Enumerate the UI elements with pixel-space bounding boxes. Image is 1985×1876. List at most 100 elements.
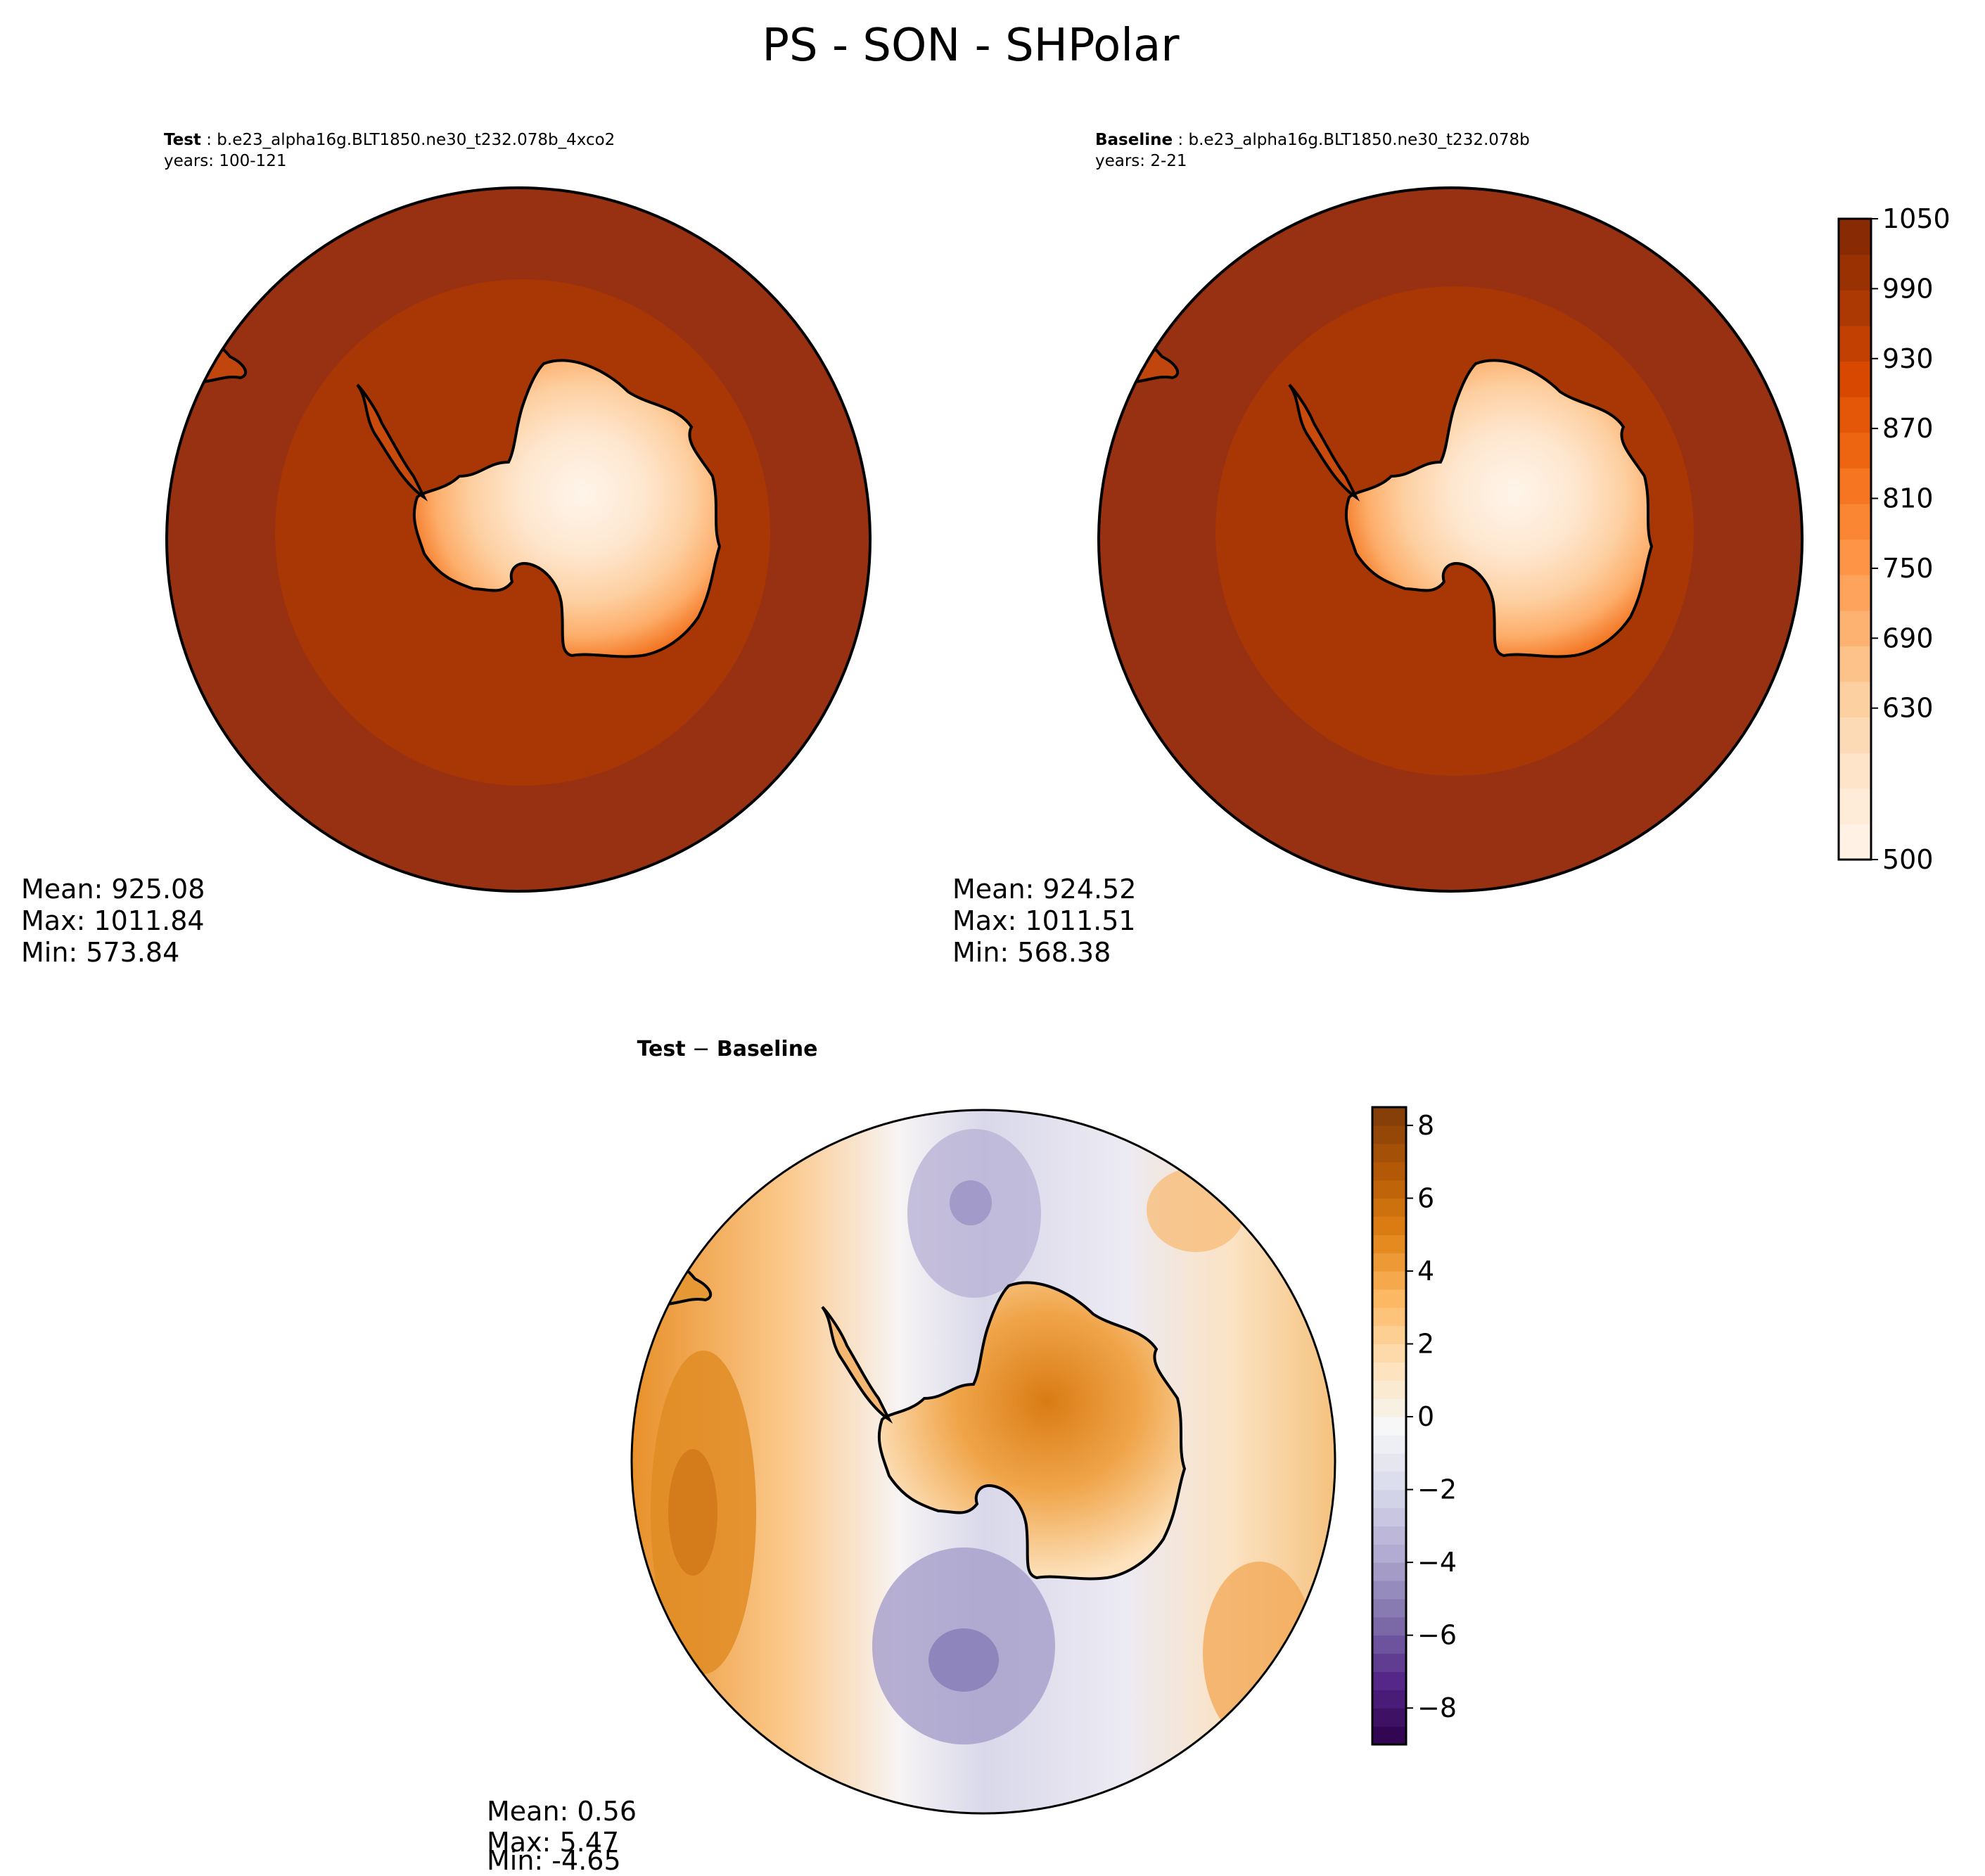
diff-mean: Mean: 0.56 (487, 1796, 637, 1827)
main-colorbar-level (1839, 646, 1871, 682)
main-colorbar-level (1839, 788, 1871, 824)
main-colorbar-tick-label: 1050 (1882, 203, 1951, 234)
diff-colorbar-level (1372, 1581, 1406, 1600)
baseline-map-border (1097, 186, 1804, 893)
diff-colorbar-level (1372, 1635, 1406, 1654)
panel-difference: Test − Baseline Mean: 0.56 Max: 5.47 Min… (487, 1037, 1336, 1876)
baseline-label: Baseline (1095, 131, 1173, 149)
main-colorbar-level (1839, 219, 1871, 255)
main-colorbar-tick-label: 500 (1882, 844, 1934, 875)
main-colorbar-level (1839, 503, 1871, 540)
test-case: b.e23_alpha16g.BLT1850.ne30_t232.078b_4x… (217, 131, 615, 149)
diff-colorbar-level (1372, 1526, 1406, 1545)
diff-colorbar-tick-label: 2 (1417, 1329, 1434, 1360)
main-colorbar-tick-label: 750 (1882, 553, 1934, 584)
diff-title-baseline: Baseline (717, 1037, 818, 1061)
diff-colorbar-level (1372, 1161, 1406, 1181)
main-colorbar-tick-label: 810 (1882, 483, 1934, 514)
test-label: Test (164, 131, 201, 149)
diff-colorbar-level (1372, 1270, 1406, 1290)
diff-colorbar-level (1372, 1690, 1406, 1709)
diff-colorbar-level (1372, 1180, 1406, 1199)
test-colon: : (201, 131, 217, 149)
diff-colorbar-level (1372, 1125, 1406, 1144)
diff-colorbar-level (1372, 1417, 1406, 1436)
main-colorbar-level (1839, 681, 1871, 718)
diff-colorbar-level (1372, 1143, 1406, 1163)
main-colorbar-level (1839, 575, 1871, 611)
diff-colorbar-level (1372, 1107, 1406, 1126)
diff-title-test: Test (637, 1037, 686, 1061)
test-map (167, 188, 870, 891)
diff-colorbar-tick-label: −2 (1417, 1474, 1457, 1505)
main-colorbar-level (1839, 432, 1871, 468)
test-mean: Mean: 925.08 (21, 874, 205, 905)
diff-colorbar-tick-label: −4 (1417, 1547, 1457, 1578)
diff-colorbar-level (1372, 1198, 1406, 1217)
diff-colorbar-tick-label: −8 (1417, 1692, 1457, 1723)
diff-colorbar-tick-label: 0 (1417, 1401, 1434, 1432)
diff-colorbar-level (1372, 1726, 1406, 1745)
diff-colorbar-level (1372, 1307, 1406, 1327)
baseline-years: years: 2-21 (1095, 152, 1187, 170)
diff-colorbar-level (1372, 1616, 1406, 1636)
diff-title-sep: − (686, 1037, 717, 1061)
test-min: Min: 573.84 (21, 937, 179, 968)
diff-colorbar-level (1372, 1671, 1406, 1690)
baseline-max: Max: 1011.51 (952, 905, 1136, 936)
test-max: Max: 1011.84 (21, 905, 205, 936)
main-colorbar-level (1839, 753, 1871, 789)
diff-colorbar-level (1372, 1453, 1406, 1472)
diff-colorbar-level (1372, 1544, 1406, 1563)
test-years: years: 100-121 (164, 152, 286, 170)
diff-colorbar-level (1372, 1362, 1406, 1381)
test-map-border (165, 186, 872, 893)
figure-title: PS - SON - SHPolar (762, 20, 1180, 72)
diff-colorbar-level (1372, 1653, 1406, 1673)
diff-title: Test − Baseline (637, 1037, 818, 1061)
main-colorbar-frame (1837, 217, 1872, 861)
main-colorbar-level (1839, 361, 1871, 397)
baseline-map (1099, 188, 1802, 891)
diff-min: Min: -4.65 (487, 1845, 621, 1876)
diff-colorbar-level (1372, 1216, 1406, 1235)
panel-baseline: Baseline : b.e23_alpha16g.BLT1850.ne30_t… (952, 131, 1804, 968)
diff-colorbar-tick-label: 4 (1417, 1256, 1434, 1287)
main-colorbar-level (1839, 468, 1871, 504)
main-colorbar-level (1839, 290, 1871, 326)
diff-colorbar-level (1372, 1289, 1406, 1308)
diff-colorbar-level (1372, 1325, 1406, 1345)
baseline-title: Baseline : b.e23_alpha16g.BLT1850.ne30_t… (1095, 131, 1530, 149)
diff-colorbar-level (1372, 1562, 1406, 1581)
panel-test: Test : b.e23_alpha16g.BLT1850.ne30_t232.… (21, 131, 872, 968)
diff-colorbar-level (1372, 1708, 1406, 1727)
diff-colorbar-level (1372, 1489, 1406, 1509)
main-colorbar-tick-label: 930 (1882, 343, 1934, 374)
test-title: Test : b.e23_alpha16g.BLT1850.ne30_t232.… (164, 131, 615, 149)
main-colorbar-level (1839, 539, 1871, 575)
main-colorbar-level (1839, 397, 1871, 433)
diff-colorbar-level (1372, 1253, 1406, 1272)
baseline-colon: : (1173, 131, 1188, 149)
baseline-case: b.e23_alpha16g.BLT1850.ne30_t232.078b (1188, 131, 1529, 149)
diff-colorbar-tick-label: 8 (1417, 1110, 1434, 1141)
baseline-min: Min: 568.38 (952, 937, 1111, 968)
main-colorbar: 500 630 690 750 810 870 930 990 1050 (1837, 203, 1951, 875)
diff-max: Max: 5.47 (487, 1827, 619, 1858)
diff-map (632, 1110, 1335, 1813)
main-colorbar-tick-label: 630 (1882, 693, 1934, 724)
diff-colorbar-tick-label: −6 (1417, 1620, 1457, 1651)
diff-colorbar-level (1372, 1234, 1406, 1253)
diff-colorbar-level (1372, 1598, 1406, 1618)
diff-colorbar-tick-label: 6 (1417, 1182, 1434, 1213)
main-colorbar-level (1839, 824, 1871, 860)
diff-colorbar-level (1372, 1398, 1406, 1417)
baseline-mean: Mean: 924.52 (952, 874, 1136, 905)
main-colorbar-tick-label: 990 (1882, 273, 1934, 304)
main-colorbar-level (1839, 717, 1871, 753)
diff-colorbar-level (1372, 1344, 1406, 1363)
diff-colorbar-level (1372, 1434, 1406, 1454)
main-colorbar-level (1839, 254, 1871, 291)
diff-colorbar-level (1372, 1471, 1406, 1491)
diff-map-border (630, 1109, 1336, 1815)
